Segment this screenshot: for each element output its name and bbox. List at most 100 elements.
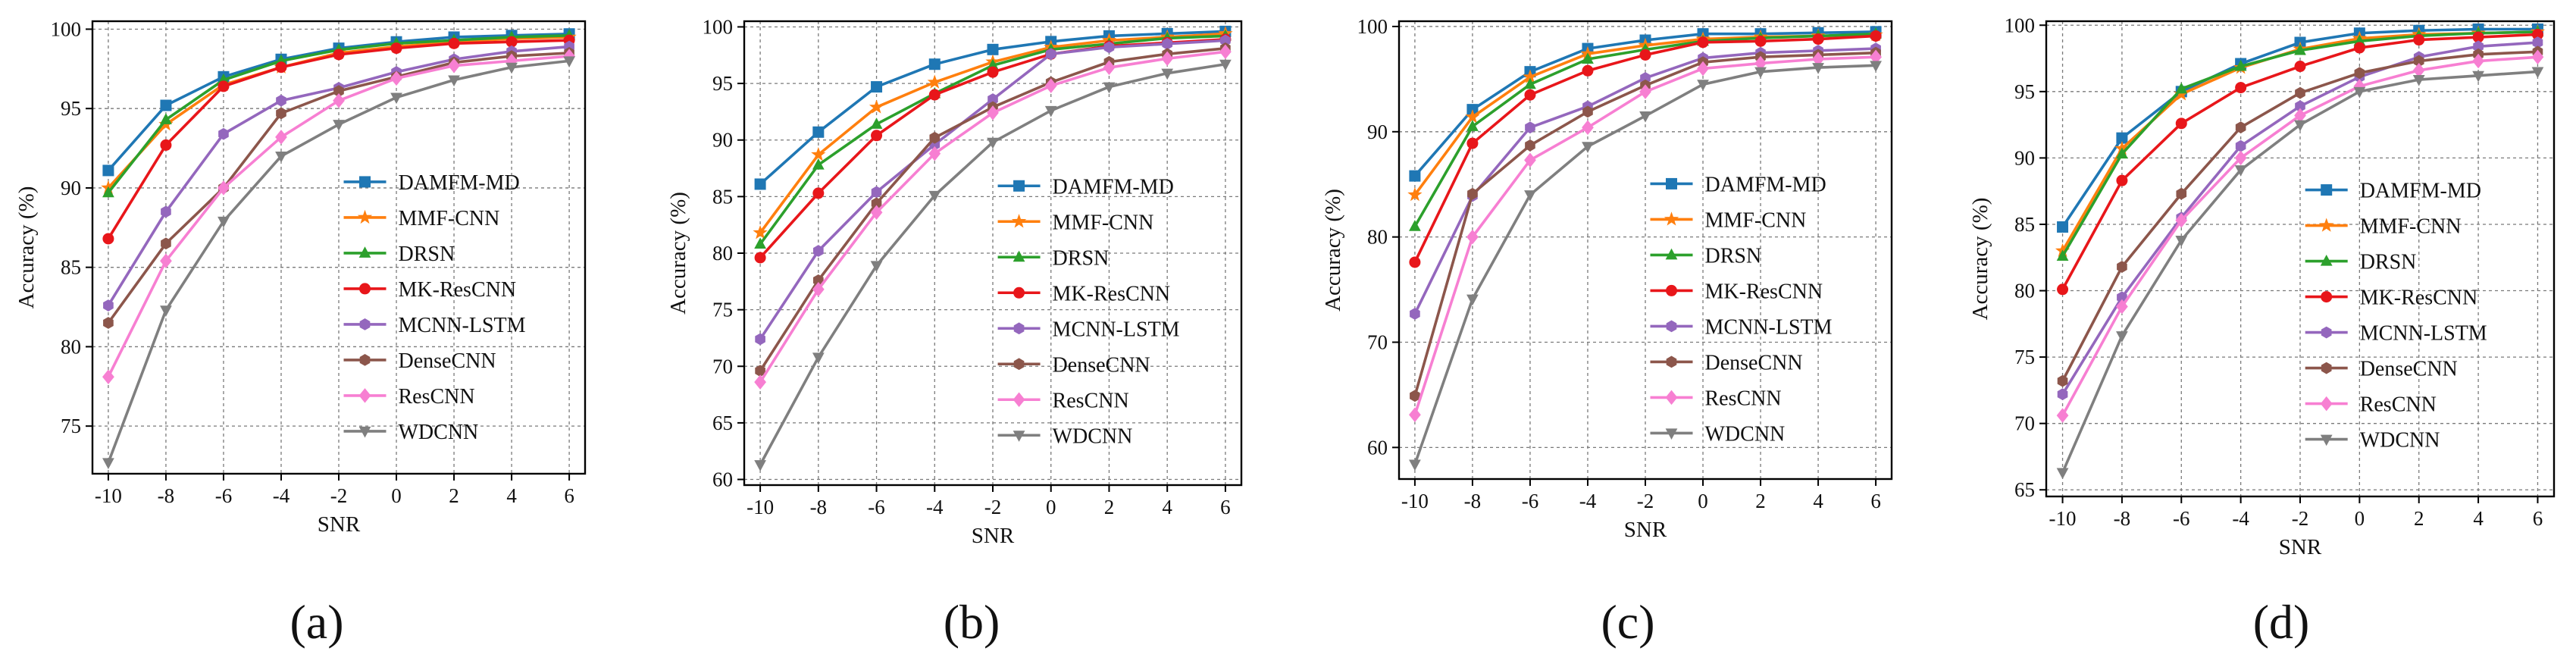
data-point — [1466, 137, 1479, 149]
data-point — [1870, 30, 1882, 42]
data-point — [218, 80, 230, 92]
data-point — [448, 58, 460, 74]
data-point — [2531, 67, 2544, 79]
data-point — [2117, 291, 2127, 304]
series-rescnn — [2056, 49, 2544, 423]
legend-item: MMF-CNN — [2305, 215, 2462, 239]
data-point — [813, 245, 824, 257]
data-point — [160, 139, 172, 151]
data-point — [333, 92, 345, 108]
data-point — [2473, 40, 2484, 53]
panel-b-y-axis-label: Accuracy (%) — [666, 192, 690, 315]
data-point — [928, 146, 941, 161]
data-point — [160, 305, 172, 317]
data-point — [2116, 299, 2128, 315]
x-tick-label: 2 — [1104, 496, 1115, 518]
legend-item: ResCNN — [2305, 393, 2437, 417]
legend-marker — [359, 318, 371, 330]
data-point — [869, 99, 884, 114]
data-point — [1409, 256, 1421, 268]
y-tick-label: 90 — [61, 177, 81, 199]
legend-item: DRSN — [2305, 251, 2416, 274]
data-point — [2295, 100, 2305, 112]
data-point — [448, 37, 460, 49]
y-tick-label: 80 — [712, 242, 733, 265]
data-point — [1524, 190, 1536, 202]
series-mcnn-lstm — [755, 34, 1231, 346]
data-point — [2116, 132, 2128, 144]
panel-b-label: (b) — [944, 595, 1000, 649]
data-point — [1410, 390, 1420, 402]
data-point — [1409, 459, 1421, 471]
data-point — [2056, 408, 2069, 423]
data-point — [1870, 61, 1882, 72]
legend-label: DRSN — [1705, 244, 1762, 268]
data-point — [390, 92, 402, 105]
legend-marker — [1013, 431, 1025, 442]
legend-marker — [358, 426, 371, 438]
y-tick-label: 75 — [2014, 346, 2035, 368]
y-tick-label: 75 — [712, 299, 733, 321]
y-tick-label: 100 — [1357, 15, 1388, 38]
panel-d-label: (d) — [2253, 595, 2310, 649]
y-tick-label: 95 — [61, 97, 81, 120]
x-tick-label: 0 — [2355, 507, 2365, 530]
data-point — [2175, 235, 2188, 247]
y-tick-label: 80 — [61, 335, 81, 358]
y-tick-label: 80 — [2014, 280, 2035, 302]
legend-label: DRSN — [1053, 246, 1110, 270]
data-point — [870, 117, 883, 129]
legend-label: MCNN-LSTM — [399, 314, 526, 337]
legend-marker — [2320, 254, 2333, 266]
legend-marker — [359, 283, 371, 295]
legend-item: MK-ResCNN — [997, 282, 1170, 305]
y-tick-label: 65 — [2014, 478, 2035, 501]
data-point — [1870, 49, 1882, 64]
legend-marker — [1665, 428, 1678, 440]
data-point — [1162, 37, 1172, 50]
data-point — [1466, 294, 1479, 306]
legend-marker — [358, 246, 371, 258]
data-point — [1045, 48, 1056, 61]
data-point — [1582, 64, 1594, 77]
y-tick-label: 100 — [51, 17, 82, 40]
data-point — [102, 164, 114, 177]
data-point — [2174, 86, 2189, 101]
legend-marker — [2320, 396, 2333, 412]
legend-label: ResCNN — [1053, 389, 1129, 412]
data-point — [928, 190, 941, 202]
data-point — [2057, 283, 2069, 296]
data-point — [871, 186, 882, 199]
panel-a-y-axis-label: Accuracy (%) — [14, 186, 39, 309]
x-tick-label: -2 — [984, 496, 1002, 518]
data-point — [1812, 33, 1824, 45]
legend-label: DAMFM-MD — [1053, 175, 1174, 199]
legend-item: WDCNN — [2305, 429, 2440, 452]
data-point — [390, 42, 402, 55]
data-point — [1525, 121, 1535, 134]
data-point — [987, 66, 999, 78]
panel-d: -10 -8 -6 -4 -2 0 2 4 6 65 70 75 80 85 90 95 100 SNR Accur… — [1968, 14, 2556, 649]
legend-marker — [1666, 355, 1677, 368]
y-tick-label: 90 — [2014, 146, 2035, 169]
data-point — [102, 233, 114, 245]
data-point — [563, 56, 575, 67]
legend-item: WDCNN — [997, 424, 1132, 448]
x-tick-label: 0 — [1046, 496, 1056, 518]
data-point — [1103, 41, 1115, 54]
legend-item: WDCNN — [1650, 422, 1785, 446]
data-point — [1161, 68, 1174, 80]
x-tick-label: -10 — [747, 496, 774, 518]
legend-item: WDCNN — [343, 421, 478, 444]
data-point — [1161, 51, 1174, 67]
data-point — [2412, 75, 2425, 86]
x-tick-label: -10 — [2049, 507, 2077, 530]
data-point — [218, 216, 230, 228]
legend-label: MK-ResCNN — [1705, 280, 1823, 303]
x-tick-label: 2 — [449, 484, 459, 507]
legend-label: DAMFM-MD — [2360, 180, 2481, 203]
data-point — [753, 225, 768, 240]
legend-item: MMF-CNN — [343, 207, 499, 230]
x-tick-label: 0 — [1698, 490, 1708, 512]
data-point — [987, 43, 999, 55]
